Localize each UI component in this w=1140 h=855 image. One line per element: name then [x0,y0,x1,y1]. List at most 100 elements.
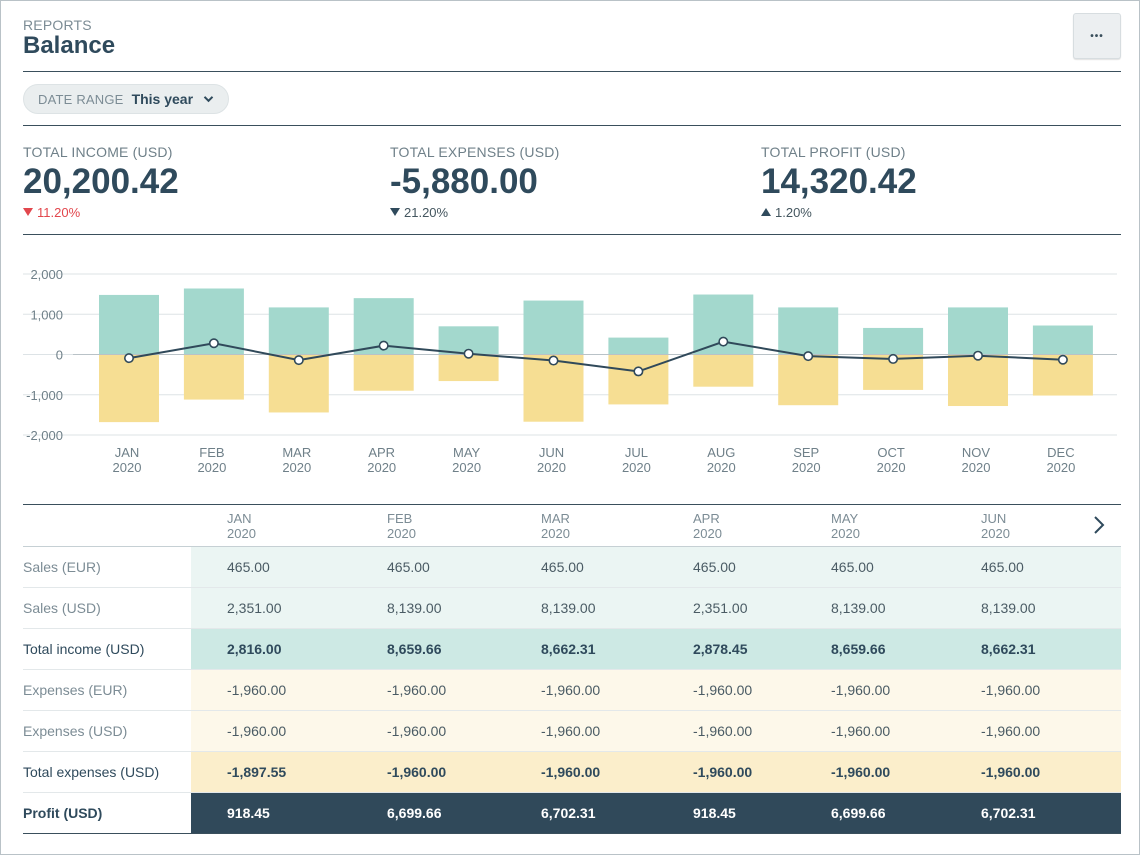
table-cell: 2,351.00 [191,587,351,629]
expense-bar [438,354,499,382]
table-cell: 465.00 [351,546,505,588]
table-header-month: APR 2020 [657,504,795,547]
table-cell: 2,351.00 [657,587,795,629]
expense-bar [608,354,669,405]
profit-point [293,355,304,366]
table-row: Total income (USD) 2,816.00 8,659.66 8,662.… [23,628,1121,670]
table-cell: -1,960.00 [945,669,1121,711]
income-bar [608,337,669,355]
x-tick-year: 2020 [367,460,396,475]
table-cell: 918.45 [657,792,795,834]
x-tick-label: JAN [115,445,140,460]
expense-bar [778,354,839,406]
y-tick-label: 0 [56,348,63,363]
triangle-down-icon [23,208,33,216]
row-label: Sales (USD) [23,587,191,629]
table-cell: 465.00 [657,546,795,588]
month-year: 2020 [227,525,256,541]
table-header-month: FEB 2020 [351,504,505,547]
row-label: Profit (USD) [23,792,191,834]
month-name: APR [693,510,720,526]
date-range-label: DATE RANGE [38,91,124,107]
x-tick-label: DEC [1047,445,1074,460]
x-tick-year: 2020 [877,460,906,475]
table-cell: 6,702.31 [945,792,1121,834]
profit-point [1057,354,1068,365]
breadcrumb: REPORTS [23,17,92,33]
profit-point [888,353,899,364]
kpi-total-income: TOTAL INCOME (USD) 20,200.42 11.20% [23,144,179,220]
profit-point [972,350,983,361]
profit-point [548,355,559,366]
x-tick-label: FEB [199,445,224,460]
kpi-change: 21.20% [390,205,559,220]
date-range-filter[interactable]: DATE RANGE This year [23,84,230,114]
balance-table: JAN 2020 FEB 2020 MAR 2020 APR 2020 MAY 2020 JUN 20… [23,504,1121,834]
table-header-row: JAN 2020 FEB 2020 MAR 2020 APR 2020 MAY 2020 JUN 20… [23,504,1121,547]
income-bar [523,300,584,355]
profit-point [803,351,814,362]
profit-point [124,353,135,364]
income-bar [863,327,924,355]
x-tick-label: MAR [282,445,311,460]
y-tick-label: -2,000 [26,428,63,443]
month-year: 2020 [693,525,722,541]
expense-bar [183,354,244,400]
kpi-label: TOTAL EXPENSES (USD) [390,144,560,160]
table-header-month: MAY 2020 [795,504,945,547]
table-cell: -1,960.00 [505,669,657,711]
triangle-down-icon [390,208,400,216]
kpi-value: 14,320.42 [761,162,917,201]
table-cell: -1,960.00 [795,751,945,793]
table-cell: -1,897.55 [191,751,351,793]
row-label: Expenses (EUR) [23,669,191,711]
kpi-label: TOTAL PROFIT (USD) [761,144,906,160]
table-cell: -1,960.00 [795,710,945,752]
kpi-value: -5,880.00 [390,162,538,201]
table-header-label [23,504,191,547]
chevron-right-icon[interactable] [1089,512,1109,538]
table-cell: 918.45 [191,792,351,834]
table-cell: 8,659.66 [795,628,945,670]
page-header: REPORTS Balance ••• [23,13,1121,72]
y-tick-label: 1,000 [30,307,63,322]
row-label: Expenses (USD) [23,710,191,752]
table-cell: 6,699.66 [351,792,505,834]
row-label: Sales (EUR) [23,546,191,588]
table-row: Profit (USD) 918.45 6,699.66 6,702.31 918.45… [23,792,1121,834]
table-cell: -1,960.00 [657,751,795,793]
month-year: 2020 [981,525,1010,541]
more-options-button[interactable]: ••• [1073,13,1121,59]
month-year: 2020 [541,525,570,541]
chevron-down-icon [203,96,214,103]
table-cell: 465.00 [191,546,351,588]
expense-bar [353,354,414,391]
profit-point [633,366,644,377]
table-cell: 2,878.45 [657,628,795,670]
table-cell: 8,139.00 [505,587,657,629]
profit-point [208,338,219,349]
x-tick-label: AUG [707,445,735,460]
table-cell: -1,960.00 [351,710,505,752]
table-cell: -1,960.00 [657,669,795,711]
ellipsis-icon: ••• [1090,30,1104,42]
table-row: Expenses (EUR) -1,960.00 -1,960.00 -1,960.0… [23,669,1121,711]
table-cell: 2,816.00 [191,628,351,670]
table-cell: 465.00 [795,546,945,588]
row-label: Total income (USD) [23,628,191,670]
table-cell: 465.00 [945,546,1121,588]
x-tick-label: OCT [877,445,905,460]
table-header-month: JUN 2020 [945,504,1121,547]
month-name: JUN [981,510,1007,526]
table-cell: -1,960.00 [505,710,657,752]
x-tick-year: 2020 [1046,460,1075,475]
month-year: 2020 [387,525,416,541]
table-cell: -1,960.00 [191,710,351,752]
x-tick-year: 2020 [707,460,736,475]
expense-bar [693,354,754,387]
expense-bar [948,354,1008,407]
profit-point [718,336,729,347]
kpi-value: 20,200.42 [23,162,179,201]
table-cell: 8,139.00 [795,587,945,629]
income-bar [778,307,839,355]
